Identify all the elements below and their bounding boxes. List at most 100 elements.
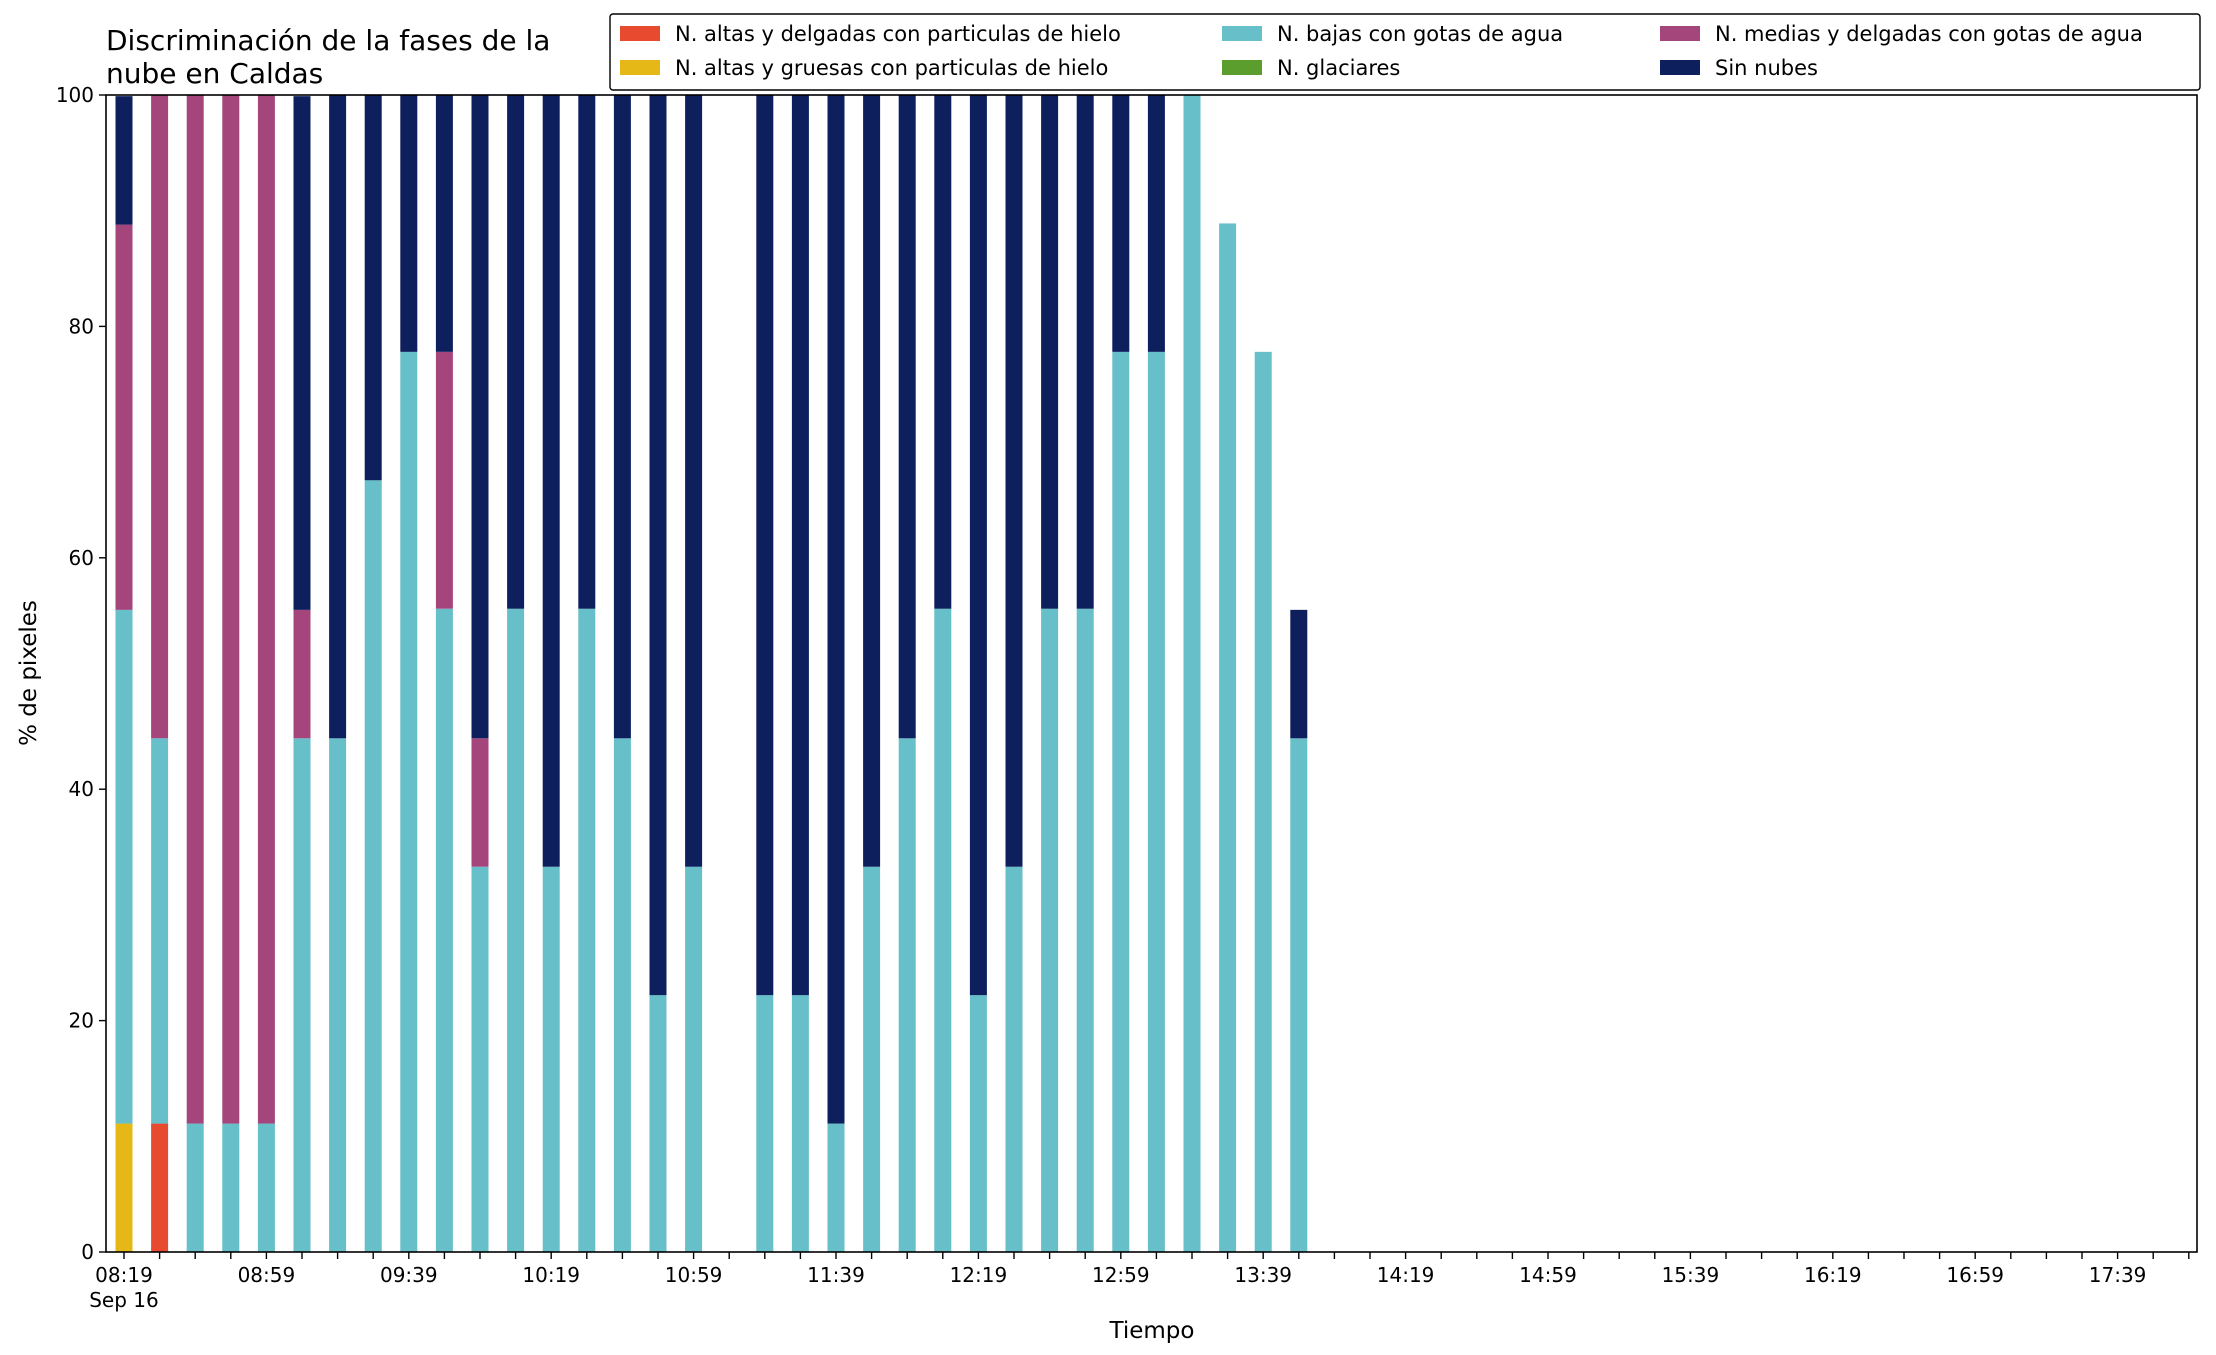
bar-segment-2-9 — [435, 608, 453, 1252]
x-tick-label-10: 14:59 — [1519, 1263, 1577, 1287]
x-tick-label-13: 16:59 — [1946, 1263, 2004, 1287]
legend-label-1: N. altas y gruesas con particulas de hie… — [675, 56, 1108, 80]
bar-segment-5-24 — [969, 95, 987, 996]
bar-segment-2-15 — [649, 995, 667, 1252]
bars-group — [115, 95, 1308, 1253]
bar-segment-2-1 — [151, 738, 169, 1124]
bar-segment-2-13 — [578, 608, 596, 1252]
bar-segment-2-32 — [1254, 351, 1272, 1253]
legend-swatch-3 — [1222, 60, 1262, 75]
bar-segment-5-5 — [293, 96, 311, 610]
bar-segment-5-10 — [471, 95, 489, 739]
bar-segment-2-21 — [863, 866, 881, 1252]
bar-segment-2-33 — [1290, 738, 1308, 1252]
bar-segment-5-23 — [934, 95, 952, 609]
bar-segment-5-26 — [1041, 95, 1059, 609]
legend-swatch-2 — [1222, 26, 1262, 41]
bar-segment-2-3 — [222, 1123, 240, 1252]
bar-segment-2-8 — [400, 351, 418, 1253]
bar-segment-5-21 — [863, 95, 881, 867]
x-tick-label-2: 09:39 — [380, 1263, 438, 1287]
bar-segment-4-10 — [471, 738, 489, 867]
bar-segment-4-9 — [435, 351, 453, 609]
bar-segment-4-3 — [222, 95, 240, 1124]
legend-label-4: N. medias y delgadas con gotas de agua — [1715, 22, 2143, 46]
bar-segment-5-8 — [400, 95, 418, 352]
bar-segment-2-19 — [791, 995, 809, 1252]
bar-segment-5-16 — [685, 95, 703, 867]
chart-title-line-1: Discriminación de la fases de la — [106, 24, 550, 57]
bar-segment-0-1 — [151, 1123, 169, 1252]
bar-segment-2-10 — [471, 866, 489, 1252]
bar-segment-5-28 — [1112, 95, 1130, 352]
bar-segment-5-15 — [649, 95, 667, 996]
bar-segment-2-2 — [186, 1123, 204, 1252]
bar-segment-5-13 — [578, 95, 596, 609]
bar-segment-4-4 — [257, 95, 275, 1124]
legend-label-2: N. bajas con gotas de agua — [1277, 22, 1563, 46]
legend-label-5: Sin nubes — [1715, 56, 1818, 80]
bar-segment-5-11 — [507, 95, 525, 609]
bar-segment-2-27 — [1076, 608, 1094, 1252]
y-tick-label-2: 40 — [69, 777, 94, 801]
y-tick-label-4: 80 — [69, 314, 94, 338]
x-tick-label-3: 10:19 — [522, 1263, 580, 1287]
bar-segment-2-31 — [1219, 223, 1237, 1253]
bar-segment-5-29 — [1147, 95, 1165, 352]
bar-segment-5-18 — [756, 95, 774, 996]
y-axis-label: % de pixeles — [16, 600, 42, 746]
bar-segment-2-23 — [934, 608, 952, 1252]
bar-segment-1-0 — [115, 1123, 133, 1252]
bar-segment-2-7 — [364, 480, 382, 1252]
plot-frame — [105, 94, 2198, 1253]
y-tick-label-3: 60 — [69, 546, 94, 570]
bar-segment-4-2 — [186, 95, 204, 1124]
bar-segment-5-9 — [435, 95, 453, 352]
bar-segment-2-25 — [1005, 866, 1023, 1252]
bar-segment-5-20 — [827, 95, 845, 1124]
bar-segment-5-22 — [898, 95, 916, 739]
bar-segment-5-12 — [542, 95, 560, 867]
legend-label-3: N. glaciares — [1277, 56, 1400, 80]
legend-swatch-4 — [1660, 26, 1700, 41]
bar-segment-5-25 — [1005, 95, 1023, 867]
x-tick-sublabel: Sep 16 — [89, 1288, 159, 1312]
bar-segment-5-6 — [329, 95, 347, 739]
x-tick-label-4: 10:59 — [665, 1263, 723, 1287]
y-tick-label-5: 100 — [56, 83, 94, 107]
legend-swatch-0 — [620, 26, 660, 41]
legend-swatch-1 — [620, 60, 660, 75]
bar-segment-5-19 — [791, 95, 809, 996]
bar-segment-4-5 — [293, 609, 311, 739]
bar-segment-2-6 — [329, 738, 347, 1252]
chart-title-line-2: nube en Caldas — [106, 57, 323, 90]
x-axis-label: Tiempo — [1109, 1318, 1195, 1344]
bar-segment-5-14 — [613, 95, 631, 739]
x-tick-label-8: 13:39 — [1234, 1263, 1292, 1287]
bar-segment-2-4 — [257, 1123, 275, 1252]
y-tick-label-1: 20 — [69, 1009, 94, 1033]
bar-segment-2-11 — [507, 608, 525, 1252]
x-tick-label-5: 11:39 — [807, 1263, 865, 1287]
bar-segment-2-22 — [898, 738, 916, 1252]
bar-segment-5-7 — [364, 95, 382, 481]
bar-segment-2-26 — [1041, 608, 1059, 1252]
x-tick-label-14: 17:39 — [2089, 1263, 2147, 1287]
bar-segment-2-24 — [969, 995, 987, 1252]
x-tick-label-12: 16:19 — [1804, 1263, 1862, 1287]
legend-frame — [609, 13, 2201, 91]
x-tick-label-11: 15:39 — [1662, 1263, 1720, 1287]
x-tick-label-9: 14:19 — [1377, 1263, 1435, 1287]
y-axis: 0 20 40 60 80 100 — [56, 83, 106, 1264]
bar-segment-2-28 — [1112, 351, 1130, 1253]
x-tick-label-6: 12:19 — [950, 1263, 1008, 1287]
bar-segment-2-0 — [115, 609, 133, 1124]
bar-segment-5-0 — [115, 96, 133, 225]
bar-segment-5-27 — [1076, 95, 1094, 609]
bar-segment-2-16 — [685, 866, 703, 1252]
bar-segment-2-14 — [613, 738, 631, 1252]
x-tick-label-0: 08:19 — [95, 1263, 153, 1287]
bar-segment-2-29 — [1147, 351, 1165, 1253]
x-tick-label-1: 08:59 — [238, 1263, 296, 1287]
